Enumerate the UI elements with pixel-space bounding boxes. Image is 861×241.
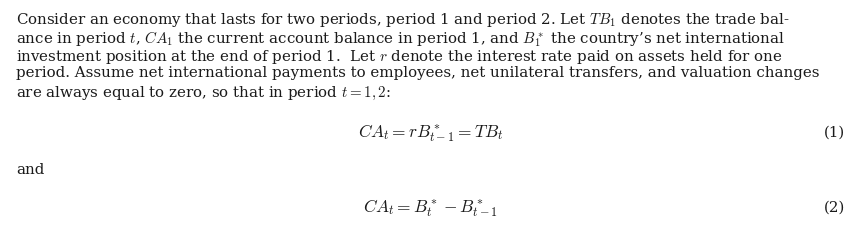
Text: (1): (1) xyxy=(824,126,845,140)
Text: $CA_t = rB^*_{t-1} = TB_t$: $CA_t = rB^*_{t-1} = TB_t$ xyxy=(357,122,504,144)
Text: and: and xyxy=(16,163,45,177)
Text: investment position at the end of period 1.  Let $r$ denote the interest rate pa: investment position at the end of period… xyxy=(16,48,783,66)
Text: ance in period $t$, $CA_1$ the current account balance in period 1, and $B_1^*$ : ance in period $t$, $CA_1$ the current a… xyxy=(16,29,785,49)
Text: $CA_t = B^*_t - B^*_{t-1}$: $CA_t = B^*_t - B^*_{t-1}$ xyxy=(363,197,498,219)
Text: period. Assume net international payments to employees, net unilateral transfers: period. Assume net international payment… xyxy=(16,67,820,80)
Text: are always equal to zero, so that in period $t = 1, 2$:: are always equal to zero, so that in per… xyxy=(16,85,391,102)
Text: (2): (2) xyxy=(824,201,845,215)
Text: Consider an economy that lasts for two periods, period 1 and period 2. Let $TB_1: Consider an economy that lasts for two p… xyxy=(16,11,790,29)
